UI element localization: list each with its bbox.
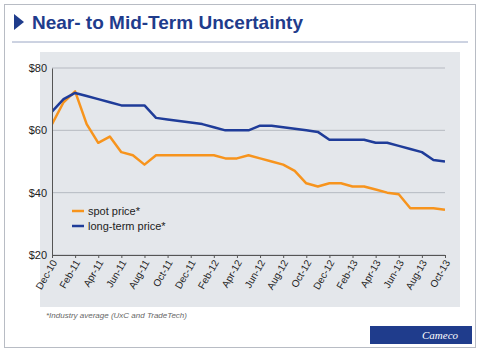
x-axis-line bbox=[53, 256, 446, 259]
x-tick-label: Oct-12 bbox=[289, 258, 314, 290]
x-tick-label: Dec-10 bbox=[34, 258, 60, 292]
x-tick-mark bbox=[75, 255, 76, 258]
x-tick-label: Dec-11 bbox=[173, 258, 198, 291]
x-tick: Apr-11 bbox=[81, 255, 105, 289]
x-tick-mark bbox=[399, 255, 400, 258]
x-tick-label: Apr-13 bbox=[358, 258, 383, 290]
x-tick-label: Apr-12 bbox=[220, 258, 245, 290]
x-tick-mark bbox=[168, 255, 169, 258]
footnote: *Industry average (UxC and TradeTech) bbox=[46, 311, 187, 320]
x-tick-label: Apr-11 bbox=[81, 258, 105, 289]
x-tick: Oct-13 bbox=[428, 255, 453, 289]
legend-swatch bbox=[72, 210, 84, 213]
legend-label: spot price* bbox=[88, 205, 141, 217]
x-tick: Aug-12 bbox=[265, 255, 291, 291]
y-tick: $60 bbox=[29, 124, 52, 136]
y-axis-line bbox=[52, 69, 53, 256]
title: Near- to Mid-Term Uncertainty bbox=[32, 12, 303, 33]
x-tick-mark bbox=[237, 255, 238, 258]
x-tick: Aug-13 bbox=[403, 255, 429, 291]
x-tick-label: Jun-12 bbox=[242, 258, 267, 290]
x-tick: Apr-12 bbox=[220, 255, 245, 289]
background-panel bbox=[40, 52, 460, 307]
x-tick: Feb-13 bbox=[334, 255, 360, 291]
logo-bar bbox=[370, 326, 472, 344]
x-tick-mark bbox=[422, 255, 423, 258]
title-marker bbox=[14, 14, 24, 30]
x-tick: Dec-10 bbox=[34, 255, 60, 291]
x-tick-mark bbox=[214, 255, 215, 258]
x-tick: Feb-12 bbox=[196, 255, 222, 291]
x-tick-mark bbox=[283, 255, 284, 258]
legend: spot price* long-term price* bbox=[72, 205, 166, 232]
x-tick-label: Feb-13 bbox=[334, 258, 360, 291]
x-tick: Apr-13 bbox=[358, 255, 383, 289]
x-tick-mark bbox=[121, 255, 122, 258]
x-tick-mark bbox=[191, 255, 192, 258]
x-tick: Jun-12 bbox=[242, 255, 267, 290]
title-rule bbox=[12, 42, 468, 43]
x-tick: Jun-13 bbox=[381, 255, 406, 290]
x-tick-label: Oct-13 bbox=[428, 258, 453, 290]
x-tick-label: Oct-11 bbox=[151, 258, 175, 289]
x-tick-label: Aug-12 bbox=[265, 258, 291, 292]
x-tick: Oct-12 bbox=[289, 255, 314, 289]
x-tick-mark bbox=[306, 255, 307, 258]
y-tick: $80 bbox=[29, 62, 52, 74]
logo-text: Cameco bbox=[422, 329, 459, 341]
legend-swatch bbox=[72, 225, 84, 228]
x-tick-mark bbox=[353, 255, 354, 258]
x-tick-label: Jun-13 bbox=[381, 258, 406, 290]
x-tick-label: Aug-11 bbox=[126, 258, 151, 291]
x-tick-mark bbox=[329, 255, 330, 258]
grid-line bbox=[52, 68, 445, 69]
x-tick-mark bbox=[376, 255, 377, 258]
x-tick-label: Jun-11 bbox=[104, 258, 129, 290]
grid bbox=[52, 68, 445, 255]
x-tick-mark bbox=[52, 255, 53, 258]
x-tick-mark bbox=[144, 255, 145, 258]
y-tick: $40 bbox=[29, 187, 52, 199]
x-tick-label: Feb-11 bbox=[57, 258, 82, 291]
x-tick-mark bbox=[98, 255, 99, 258]
x-tick-label: Aug-13 bbox=[403, 258, 429, 292]
y-tick-label: $40 bbox=[29, 187, 47, 199]
x-axis: Dec-10Feb-11Apr-11Jun-11Aug-11Oct-11Dec-… bbox=[34, 255, 453, 291]
y-tick-label: $60 bbox=[29, 124, 47, 136]
x-tick: Feb-11 bbox=[57, 255, 82, 290]
x-tick-mark bbox=[260, 255, 261, 258]
x-tick: Aug-11 bbox=[126, 255, 151, 291]
legend-label: long-term price* bbox=[88, 220, 166, 232]
x-tick-label: Dec-12 bbox=[311, 258, 337, 292]
y-tick-label: $80 bbox=[29, 62, 47, 74]
x-tick: Dec-11 bbox=[173, 255, 198, 291]
y-tick-label: $20 bbox=[29, 249, 47, 261]
x-tick-label: Feb-12 bbox=[196, 258, 222, 291]
x-tick: Oct-11 bbox=[151, 255, 175, 289]
slide-frame bbox=[5, 5, 476, 348]
series-line bbox=[52, 93, 445, 162]
x-tick: Jun-11 bbox=[104, 255, 129, 289]
lines bbox=[52, 91, 445, 209]
chart: Near- to Mid-Term Uncertainty $20 $40 $60 $8… bbox=[0, 0, 480, 352]
series-line bbox=[52, 91, 445, 209]
x-tick-mark bbox=[445, 255, 446, 258]
y-axis: $20 $40 $60 $80 bbox=[29, 62, 53, 261]
x-tick: Dec-12 bbox=[311, 255, 337, 291]
